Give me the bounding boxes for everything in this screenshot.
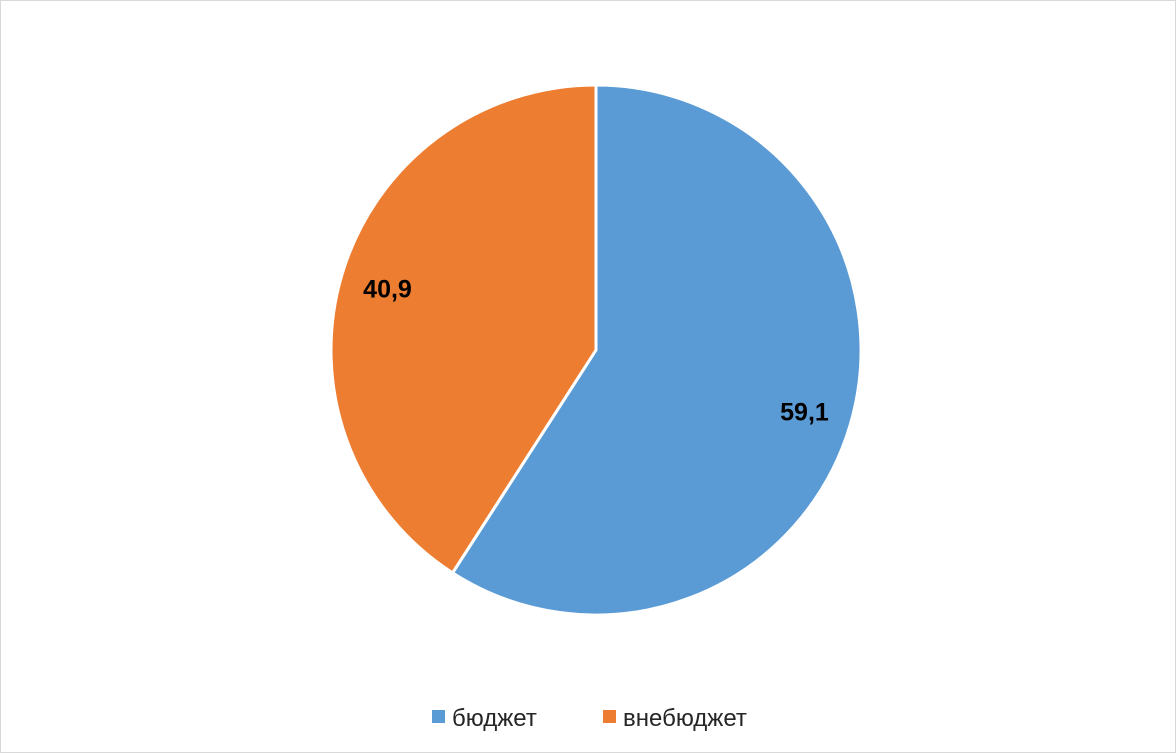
data-label-1: 59,1 xyxy=(780,398,829,426)
pie-slices xyxy=(329,83,863,617)
legend: бюджет внебюджет xyxy=(432,705,747,732)
data-label-2: 40,9 xyxy=(363,276,412,304)
legend-marker-1 xyxy=(432,710,445,723)
pie-slice-2 xyxy=(329,83,598,575)
data-labels: 59,1 40,9 xyxy=(363,276,829,427)
legend-marker-2 xyxy=(603,710,616,723)
legend-label-2: внебюджет xyxy=(623,705,747,732)
pie-slice-1 xyxy=(451,83,863,617)
legend-label-1: бюджет xyxy=(452,705,537,732)
